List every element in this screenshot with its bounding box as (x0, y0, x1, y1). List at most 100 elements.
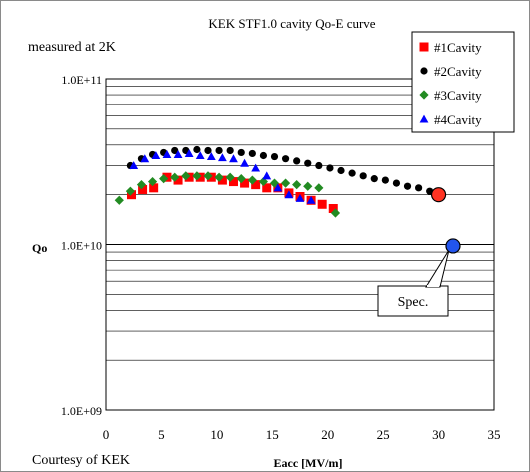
data-point (203, 171, 213, 181)
highlight-point (445, 238, 461, 254)
data-point (293, 157, 301, 165)
data-point (315, 161, 323, 170)
data-point (236, 174, 246, 184)
x-tick-label: 35 (488, 427, 501, 442)
data-point (262, 171, 272, 180)
chart-subtitle: measured at 2K (28, 40, 116, 55)
legend-label: #3Cavity (434, 88, 482, 103)
callout-label: Spec. (398, 295, 429, 310)
data-point (151, 151, 161, 160)
data-point (204, 146, 212, 155)
x-tick-label: 5 (158, 427, 165, 442)
data-point (159, 174, 169, 184)
x-tick-label: 15 (266, 427, 279, 442)
legend-marker (419, 114, 429, 123)
data-point (184, 149, 194, 157)
data-point (247, 175, 257, 185)
data-point (162, 172, 172, 182)
data-point (229, 154, 238, 163)
data-point (348, 169, 356, 177)
data-point (226, 146, 234, 155)
data-point (125, 186, 135, 196)
data-point (415, 184, 423, 192)
data-point (284, 190, 294, 199)
data-point (171, 146, 179, 155)
legend: #1Cavity #2Cavity #3Cavity #4Cavity (411, 31, 515, 133)
data-point (129, 161, 139, 170)
data-point (303, 181, 313, 191)
series-4 (129, 149, 316, 204)
y-tick-label: 1.0E+10 (61, 239, 102, 253)
data-point (295, 193, 305, 202)
data-point (228, 177, 238, 187)
data-point (359, 172, 367, 180)
data-point (136, 180, 147, 190)
data-point (281, 155, 290, 163)
chart-title: KEK STF1.0 cavity Qo-E curve (208, 16, 375, 31)
data-point (270, 152, 279, 161)
data-point (317, 199, 327, 209)
data-point (181, 171, 191, 181)
data-point (140, 154, 150, 163)
x-tick-label: 0 (103, 427, 110, 442)
credit-text: Courtesy of KEK (32, 453, 130, 468)
data-point (328, 204, 338, 214)
y-tick-label: 1.0E+11 (61, 73, 102, 87)
data-point (248, 149, 256, 158)
data-point (138, 184, 148, 194)
data-point (251, 180, 261, 190)
x-tick-label: 10 (210, 427, 223, 442)
data-point (225, 172, 235, 182)
data-point (193, 145, 201, 154)
series-layer (114, 145, 442, 218)
y-tick-labels: 1.0E+09 1.0E+10 1.0E+11 (61, 73, 102, 418)
data-point (217, 175, 227, 185)
y-tick-label: 1.0E+09 (61, 404, 102, 418)
data-point (170, 172, 180, 182)
highlight-layer: Spec. (377, 187, 461, 317)
data-point (258, 176, 269, 187)
data-point (280, 178, 291, 188)
x-tick-label: 20 (321, 427, 334, 442)
data-point (306, 195, 316, 204)
legend-marker (419, 42, 429, 52)
data-point (215, 146, 223, 155)
data-point (173, 175, 183, 185)
data-point (251, 163, 261, 172)
data-point (259, 151, 268, 160)
legend-label: #2Cavity (434, 64, 482, 79)
data-point (126, 190, 136, 200)
highlight-point (430, 187, 447, 203)
data-point (326, 164, 334, 172)
data-point (392, 179, 401, 187)
data-point (214, 172, 224, 182)
y-axis-label: Qo (32, 241, 47, 255)
data-point (304, 159, 312, 167)
data-point (240, 178, 250, 188)
data-point (195, 151, 205, 160)
legend-label: #1Cavity (434, 40, 482, 55)
data-point (330, 208, 341, 218)
data-point (292, 180, 302, 190)
data-point (273, 183, 283, 192)
data-point (192, 171, 202, 181)
data-point (237, 148, 245, 157)
data-point (162, 150, 172, 158)
data-point (262, 183, 272, 193)
data-point (337, 166, 345, 175)
data-point (218, 153, 227, 162)
legend-marker (420, 67, 428, 75)
data-point (240, 158, 249, 167)
data-point (147, 176, 158, 187)
data-point (149, 183, 159, 193)
data-point (403, 182, 412, 190)
data-point (314, 183, 324, 193)
data-point (206, 152, 216, 161)
x-tick-label: 25 (377, 427, 390, 442)
x-axis-label: Eacc [MV/m] (274, 456, 343, 470)
data-point (173, 150, 183, 158)
data-point (206, 172, 216, 182)
data-point (195, 172, 205, 182)
data-point (370, 175, 378, 183)
